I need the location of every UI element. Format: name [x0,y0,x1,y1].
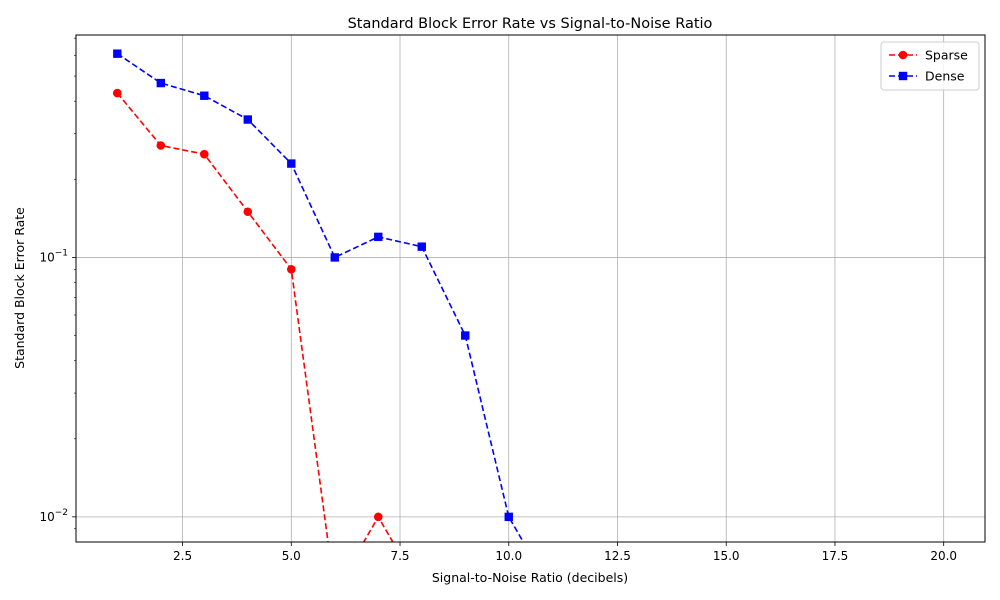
plot-frame [75,34,986,543]
data-point [504,512,513,522]
data-point [287,159,296,168]
data-point [156,78,166,88]
data-point [374,232,383,242]
y-tick-base: 10 [39,510,54,524]
x-tick-label: 5.0 [282,549,301,563]
legend-marker [898,50,908,60]
data-point [200,149,209,159]
data-point [243,115,252,124]
series-line [116,53,525,542]
legend-item-sparse: Sparse [889,48,968,63]
data-point [417,242,426,251]
legend-label: Dense [925,69,965,84]
data-point [113,88,122,98]
x-axis: 2.5 5.0 7.5 10.0 12.5 15.0 17.5 20.0 [173,542,957,563]
chart-title: Standard Block Error Rate vs Signal-to-N… [348,16,713,32]
y-tick-base: 10 [39,250,54,264]
x-tick-label: 7.5 [390,549,409,563]
legend-label: Sparse [925,48,968,63]
legend: Sparse Dense [880,41,980,91]
y-axis: 10−210−1 [39,37,76,530]
y-tick-label: 10−1 [39,248,68,264]
data-point [461,331,470,340]
x-tick-label: 2.5 [173,549,192,563]
x-tick-label: 17.5 [822,549,849,563]
data-point [330,253,339,262]
y-tick-exponent: −2 [55,508,68,518]
x-tick-label: 20.0 [930,549,957,563]
x-tick-label: 15.0 [713,549,740,563]
grid [76,35,985,542]
series-dense [113,49,525,542]
y-tick-label: 10−2 [39,508,68,524]
series-sparse [113,88,394,542]
legend-item-dense: Dense [889,69,965,84]
data-point [156,141,166,150]
data-point [373,512,383,522]
legend-marker [898,71,908,81]
y-axis-label: Standard Block Error Rate [12,207,27,369]
data-point [243,207,253,217]
data-point [286,264,296,274]
data-point [113,49,122,58]
x-tick-label: 12.5 [604,549,631,563]
y-tick-exponent: −1 [55,248,68,258]
x-tick-label: 10.0 [495,549,522,563]
x-axis-label: Signal-to-Noise Ratio (decibels) [432,570,628,585]
data-point [200,91,209,100]
series-layer [113,49,525,542]
